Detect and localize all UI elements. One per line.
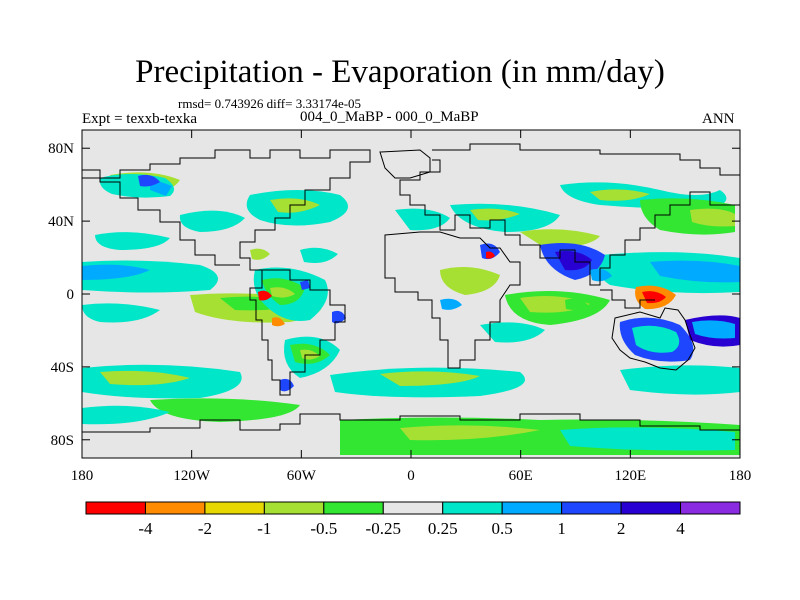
contour-lightblue xyxy=(95,266,115,276)
contour-lightblue xyxy=(650,260,740,283)
contour-lightgreen xyxy=(250,248,270,260)
coastline-indonesia xyxy=(600,289,655,309)
colorbar-label: 4 xyxy=(676,519,685,538)
colorbar-label: -0.25 xyxy=(366,519,401,538)
colorbar-swatch xyxy=(263,501,325,515)
colorbar-label: 1 xyxy=(557,519,566,538)
contour-cyan xyxy=(82,303,160,323)
contour-lightgreen xyxy=(470,208,520,221)
season-label: ANN xyxy=(702,111,735,127)
x-tick-label: 180 xyxy=(71,468,94,484)
plot-subtitle: 004_0_MaBP - 000_0_MaBP xyxy=(300,109,479,125)
contour-lightgreen xyxy=(520,229,600,248)
contour-lightgreen xyxy=(100,370,190,386)
y-tick-label: 80N xyxy=(48,141,74,157)
contour-lightblue xyxy=(440,298,462,310)
plot-title: Precipitation - Evaporation (in mm/day) xyxy=(135,54,665,90)
contour-lightblue xyxy=(692,320,735,339)
contour-blue xyxy=(138,174,160,187)
x-tick-label: 60E xyxy=(509,468,533,484)
contour-cyan xyxy=(300,247,338,263)
colorbar-swatch xyxy=(561,501,622,515)
colorbar-label: 0.25 xyxy=(428,519,458,538)
x-tick-label: 180 xyxy=(729,468,752,484)
contour-lightgreen xyxy=(690,208,735,227)
contour-blue xyxy=(480,243,500,260)
contour-green xyxy=(565,298,588,310)
colorbar-label: -0.5 xyxy=(310,519,337,538)
coastline-south-america xyxy=(249,269,346,396)
colorbar-label: -4 xyxy=(138,519,153,538)
colorbar-swatch xyxy=(680,501,741,515)
x-tick-label: 120W xyxy=(173,468,211,484)
contour-darkblue xyxy=(555,251,592,271)
contour-orange xyxy=(272,317,285,327)
colorbar-swatch xyxy=(382,501,444,515)
colorbar-swatch xyxy=(144,501,206,515)
y-tick-label: 0 xyxy=(67,287,75,303)
contour-red xyxy=(258,290,272,301)
coastline-antarctica xyxy=(82,413,740,433)
contour-cyan xyxy=(560,427,735,451)
colorbar-swatch xyxy=(501,501,563,515)
colorbar-swatch xyxy=(620,501,682,515)
contour-lightblue xyxy=(590,268,612,282)
colorbar-label: -2 xyxy=(198,519,212,538)
continent-outlines xyxy=(82,143,740,433)
coastline-eurasia xyxy=(432,143,740,176)
x-tick-label: 0 xyxy=(407,468,415,484)
colorbar-swatch xyxy=(323,501,384,515)
field-contours xyxy=(82,172,740,455)
contour-lightgreen xyxy=(270,287,295,298)
contour-cyan xyxy=(632,325,680,353)
coastline-north-america xyxy=(82,149,371,271)
contour-cyan xyxy=(95,232,170,250)
contour-cyan xyxy=(480,322,545,343)
contour-red xyxy=(486,251,495,259)
contour-blue xyxy=(300,280,310,290)
colorbar-swatch xyxy=(85,501,146,515)
colorbar-label: 2 xyxy=(617,519,626,538)
colorbar-label: 0.5 xyxy=(492,519,513,538)
contour-lightgreen xyxy=(440,266,500,295)
experiment-label: Expt = texxb-texka xyxy=(82,111,198,127)
stats-text: rmsd= 0.743926 diff= 3.33174e-05 xyxy=(178,96,362,111)
y-tick-label: 80S xyxy=(51,433,74,449)
coastline-alaska xyxy=(82,169,240,266)
contour-blue xyxy=(332,310,346,324)
contour-lightgreen xyxy=(400,425,540,441)
contour-lightgreen xyxy=(380,371,480,386)
colorbar-swatch xyxy=(204,501,265,515)
contour-cyan xyxy=(179,210,245,232)
colorbar: -4 -2 -1 -0.5 -0.25 0.25 0.5 1 2 4 xyxy=(85,501,741,538)
coastline-australia xyxy=(611,307,696,371)
colorbar-label: -1 xyxy=(257,519,271,538)
contour-cyan xyxy=(82,405,170,425)
y-tick-label: 40S xyxy=(51,360,74,376)
x-axis: 180 120W 60W 0 60E 120E 180 xyxy=(71,130,752,484)
map-panel xyxy=(81,129,741,459)
x-tick-label: 120E xyxy=(614,468,646,484)
contour-cyan xyxy=(395,208,450,231)
coastline-europe-asia-south xyxy=(399,159,740,286)
contour-cyan xyxy=(620,365,740,395)
colorbar-swatch xyxy=(442,501,503,515)
y-axis: 80N 40N 0 40S 80S xyxy=(48,141,740,449)
contour-lightgreen xyxy=(270,198,320,213)
coastline-africa xyxy=(384,231,521,369)
y-tick-label: 40N xyxy=(48,214,74,230)
contour-green xyxy=(150,398,300,422)
x-tick-label: 60W xyxy=(287,468,317,484)
contour-lightgreen xyxy=(590,189,650,201)
